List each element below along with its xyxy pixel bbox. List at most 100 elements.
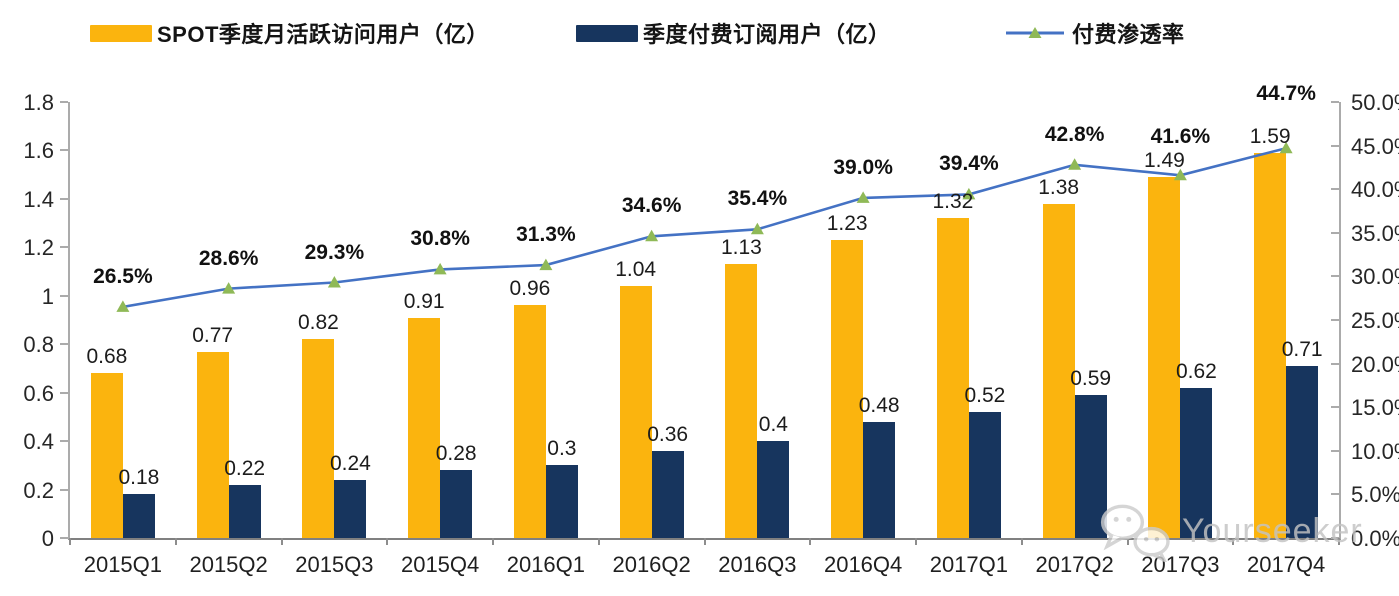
mau-value-label: 1.04 (615, 258, 657, 282)
left-axis-tick (60, 537, 68, 539)
bar-mau (302, 339, 335, 538)
penetration-pct-label: 41.6% (1150, 125, 1211, 149)
legend-item-subscribers: 季度付费订阅用户（亿） (576, 19, 891, 47)
right-axis-tick (1331, 537, 1339, 539)
left-axis-label: 0.6 (23, 380, 54, 406)
x-axis-label: 2016Q2 (612, 552, 691, 577)
right-axis-label: 20.0% (1351, 351, 1399, 377)
right-axis-label: 35.0% (1351, 220, 1399, 246)
penetration-pct-label: 35.4% (727, 187, 788, 211)
bar-mau (513, 305, 546, 538)
bar-subscribers (863, 421, 896, 538)
triangle-marker (116, 300, 130, 312)
plot-area: 0.68 0.18 26.5% 0.77 0.22 28.6% 0.82 0.24 29.3% 0… (23, 83, 1399, 575)
watermark: Yourseeker (1096, 500, 1363, 562)
penetration-pct-label: 26.5% (93, 264, 153, 288)
x-axis-tick (492, 538, 494, 545)
left-axis-tick (60, 101, 68, 103)
x-axis-label: 2016Q3 (718, 552, 797, 577)
right-axis-tick (1331, 493, 1339, 496)
penetration-pct-label: 44.7% (1256, 82, 1316, 106)
x-axis-tick (386, 538, 389, 545)
legend-item-mau: SPOT季度月活跃访问用户（亿） (90, 19, 489, 47)
legend-swatch-penetration-line (1006, 25, 1064, 41)
subscribers-value-label: 0.71 (1281, 338, 1323, 362)
x-axis-tick (1232, 538, 1235, 545)
left-axis-label: 0 (41, 526, 54, 551)
left-axis-tick (60, 488, 68, 491)
subscribers-value-label: 0.36 (647, 422, 689, 446)
bar-subscribers (122, 494, 155, 538)
triangle-marker (539, 258, 553, 271)
subscribers-value-label: 0.48 (858, 393, 900, 417)
wechat-icon (1100, 504, 1170, 562)
x-axis-tick (703, 538, 706, 545)
mau-value-label: 1.59 (1249, 124, 1291, 148)
left-axis-tick (60, 343, 68, 346)
x-axis-label: 2017Q2 (1035, 552, 1114, 577)
legend-swatch-subscribers (576, 24, 638, 42)
mau-value-label: 0.91 (403, 289, 445, 313)
right-axis-label: 5.0% (1351, 482, 1399, 508)
right-axis-tick (1331, 275, 1339, 278)
penetration-trend-line (122, 146, 1287, 309)
legend-swatch-mau (90, 24, 152, 42)
x-axis-label: 2015Q1 (83, 552, 163, 577)
right-axis-tick (1331, 406, 1339, 409)
right-axis-tick (1331, 449, 1339, 452)
bar-subscribers (228, 484, 261, 538)
subscribers-value-label: 0.59 (1070, 367, 1112, 391)
bar-subscribers (968, 412, 1001, 538)
subscribers-value-label: 0.28 (435, 442, 477, 466)
right-axis-tick (1331, 231, 1339, 234)
subscribers-value-label: 0.24 (329, 451, 371, 475)
bar-mau (1148, 177, 1181, 538)
penetration-pct-label: 39.0% (833, 155, 893, 179)
watermark-text: Yourseeker (1182, 511, 1363, 550)
bar-mau (408, 317, 441, 538)
left-axis-label: 1.6 (23, 138, 54, 164)
penetration-pct-label: 31.3% (516, 223, 576, 247)
penetration-pct-label: 29.3% (304, 240, 365, 264)
triangle-marker (1068, 158, 1082, 170)
left-axis-tick (60, 197, 68, 200)
right-axis-label: 50.0% (1351, 90, 1399, 115)
bar-subscribers (440, 470, 473, 538)
right-axis-label: 15.0% (1351, 395, 1399, 421)
x-axis-tick (174, 538, 177, 545)
left-axis-tick (60, 246, 68, 249)
bar-subscribers (1074, 395, 1107, 538)
bar-subscribers (334, 479, 367, 538)
bar-subscribers (757, 441, 790, 538)
left-axis-tick (60, 440, 68, 443)
bar-mau (196, 351, 229, 538)
subscribers-value-label: 0.52 (964, 384, 1006, 408)
x-axis-tick (69, 538, 71, 545)
right-axis-tick (1331, 362, 1339, 365)
x-axis-tick (1338, 538, 1340, 545)
right-axis-label: 40.0% (1351, 177, 1399, 203)
legend-label-subscribers: 季度付费订阅用户（亿） (643, 22, 891, 47)
mau-value-label: 1.38 (1038, 175, 1080, 199)
bar-mau (725, 264, 758, 538)
mau-value-label: 1.49 (1143, 149, 1185, 173)
bar-mau (831, 240, 864, 538)
right-axis-label: 10.0% (1351, 438, 1399, 464)
x-axis-tick (280, 538, 283, 545)
left-axis-label: 1 (41, 283, 54, 309)
x-axis-label: 2015Q2 (189, 552, 268, 577)
mau-value-label: 0.68 (86, 345, 128, 369)
mau-value-label: 1.32 (932, 190, 974, 214)
triangle-marker (222, 282, 236, 294)
mau-value-label: 0.77 (192, 323, 234, 347)
left-axis-tick (60, 149, 68, 152)
triangle-marker (433, 262, 447, 275)
mau-value-label: 0.96 (509, 277, 551, 301)
triangle-marker (327, 276, 341, 288)
subscribers-value-label: 0.62 (1175, 359, 1217, 383)
bar-subscribers (545, 465, 578, 538)
x-axis-label: 2015Q4 (400, 552, 480, 577)
legend-item-penetration: 付费渗透率 (1006, 19, 1185, 47)
x-axis-label: 2016Q4 (823, 552, 903, 577)
